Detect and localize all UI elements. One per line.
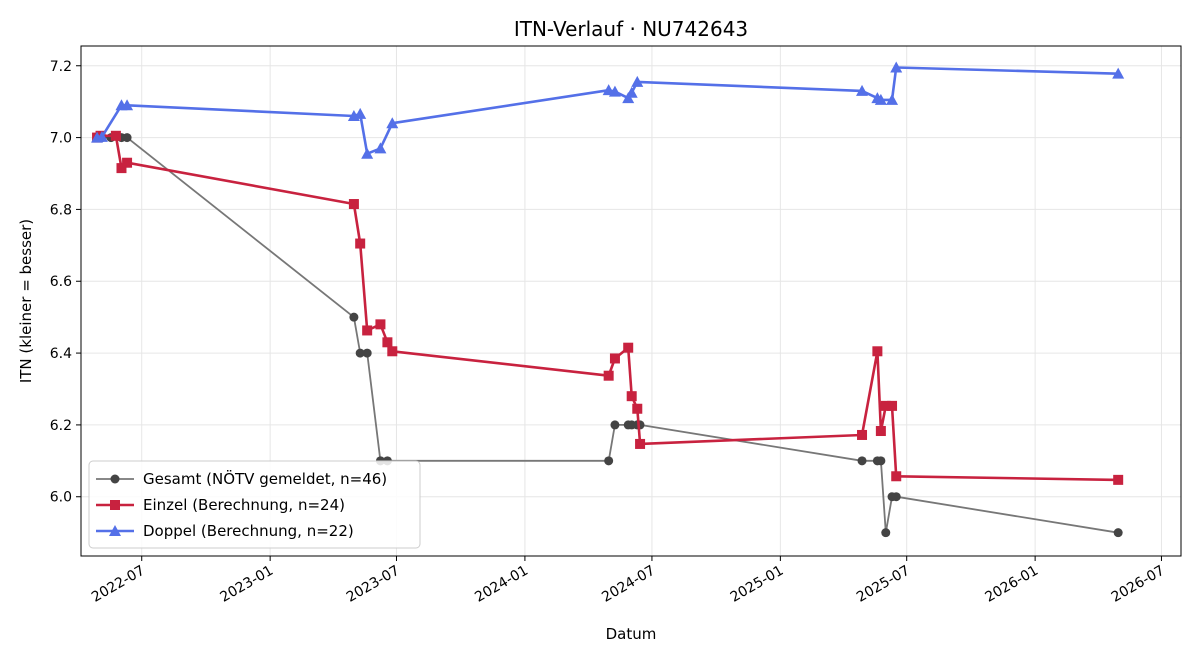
data-point-einzel: [348, 199, 359, 210]
data-point-gesamt: [362, 348, 372, 358]
series-doppel: [91, 61, 1125, 159]
data-point-einzel: [880, 400, 891, 411]
grid: [81, 46, 1181, 556]
data-point-doppel: [374, 142, 387, 154]
data-point-doppel: [625, 86, 638, 98]
y-tick-label: 7.0: [50, 131, 72, 147]
legend: Gesamt (NÖTV gemeldet, n=46) Einzel (Bere…: [88, 460, 421, 549]
legend-label-doppel: Doppel (Berechnung, n=22): [143, 522, 354, 540]
legend-marker-doppel: [109, 525, 121, 536]
data-point-gesamt: [891, 492, 901, 502]
data-point-gesamt: [122, 133, 132, 143]
legend-box: [88, 460, 421, 549]
data-point-einzel: [887, 400, 898, 411]
y-tick-label: 6.2: [50, 418, 72, 434]
legend-label-gesamt: Gesamt (NÖTV gemeldet, n=46): [143, 469, 387, 488]
y-tick-label: 6.8: [50, 202, 72, 218]
data-point-einzel: [382, 337, 393, 348]
data-point-einzel: [355, 238, 366, 249]
series-layer: [91, 61, 1125, 538]
data-point-gesamt: [857, 456, 867, 466]
data-point-doppel: [95, 130, 108, 142]
y-axis-label: ITN (kleiner = besser): [17, 219, 35, 383]
data-point-gesamt: [604, 456, 614, 466]
data-point-doppel: [608, 85, 621, 97]
data-point-einzel: [110, 130, 121, 141]
y-axis: 6.0 6.2 6.4 6.6 6.8 7.0 7.2: [50, 59, 81, 506]
series-gesamt: [94, 133, 1123, 538]
legend-label-einzel: Einzel (Berechnung, n=24): [143, 496, 345, 514]
data-point-einzel: [872, 346, 883, 357]
y-tick-label: 6.4: [50, 346, 72, 362]
chart-title: ITN-Verlauf · NU742643: [514, 17, 748, 41]
data-point-doppel: [886, 93, 899, 105]
data-point-einzel: [116, 163, 127, 174]
data-point-einzel: [875, 426, 886, 437]
data-point-einzel: [857, 429, 868, 440]
data-point-einzel: [626, 391, 637, 402]
data-point-einzel: [362, 325, 373, 336]
data-point-einzel: [632, 403, 643, 414]
data-point-gesamt: [876, 456, 886, 466]
data-point-einzel: [603, 370, 614, 381]
legend-marker-einzel: [110, 500, 120, 510]
data-point-einzel: [623, 342, 634, 353]
data-point-doppel: [874, 93, 887, 105]
data-point-gesamt: [1113, 528, 1123, 538]
y-tick-label: 6.0: [50, 490, 72, 506]
y-tick-label: 7.2: [50, 59, 72, 75]
data-point-doppel: [631, 75, 644, 87]
data-point-gesamt: [610, 420, 620, 430]
x-axis-label: Datum: [606, 625, 657, 643]
data-point-einzel: [375, 319, 386, 330]
data-point-gesamt: [349, 312, 359, 322]
data-point-doppel: [386, 117, 399, 129]
data-point-gesamt: [881, 528, 891, 538]
data-point-doppel: [856, 84, 869, 96]
data-point-gesamt: [355, 348, 365, 358]
data-point-doppel: [354, 107, 367, 119]
y-tick-label: 6.6: [50, 274, 72, 290]
data-point-doppel: [361, 147, 374, 159]
data-point-einzel: [891, 471, 902, 482]
plot-frame: [80, 45, 1182, 557]
data-point-einzel: [387, 346, 398, 357]
data-point-einzel: [609, 353, 620, 364]
legend-marker-gesamt: [110, 474, 120, 484]
data-point-doppel: [121, 99, 134, 111]
data-point-einzel: [635, 438, 646, 449]
data-point-einzel: [1113, 474, 1124, 485]
series-einzel: [92, 130, 1124, 485]
data-point-doppel: [890, 61, 903, 73]
data-point-einzel: [122, 157, 133, 168]
data-point-doppel: [1112, 67, 1125, 79]
